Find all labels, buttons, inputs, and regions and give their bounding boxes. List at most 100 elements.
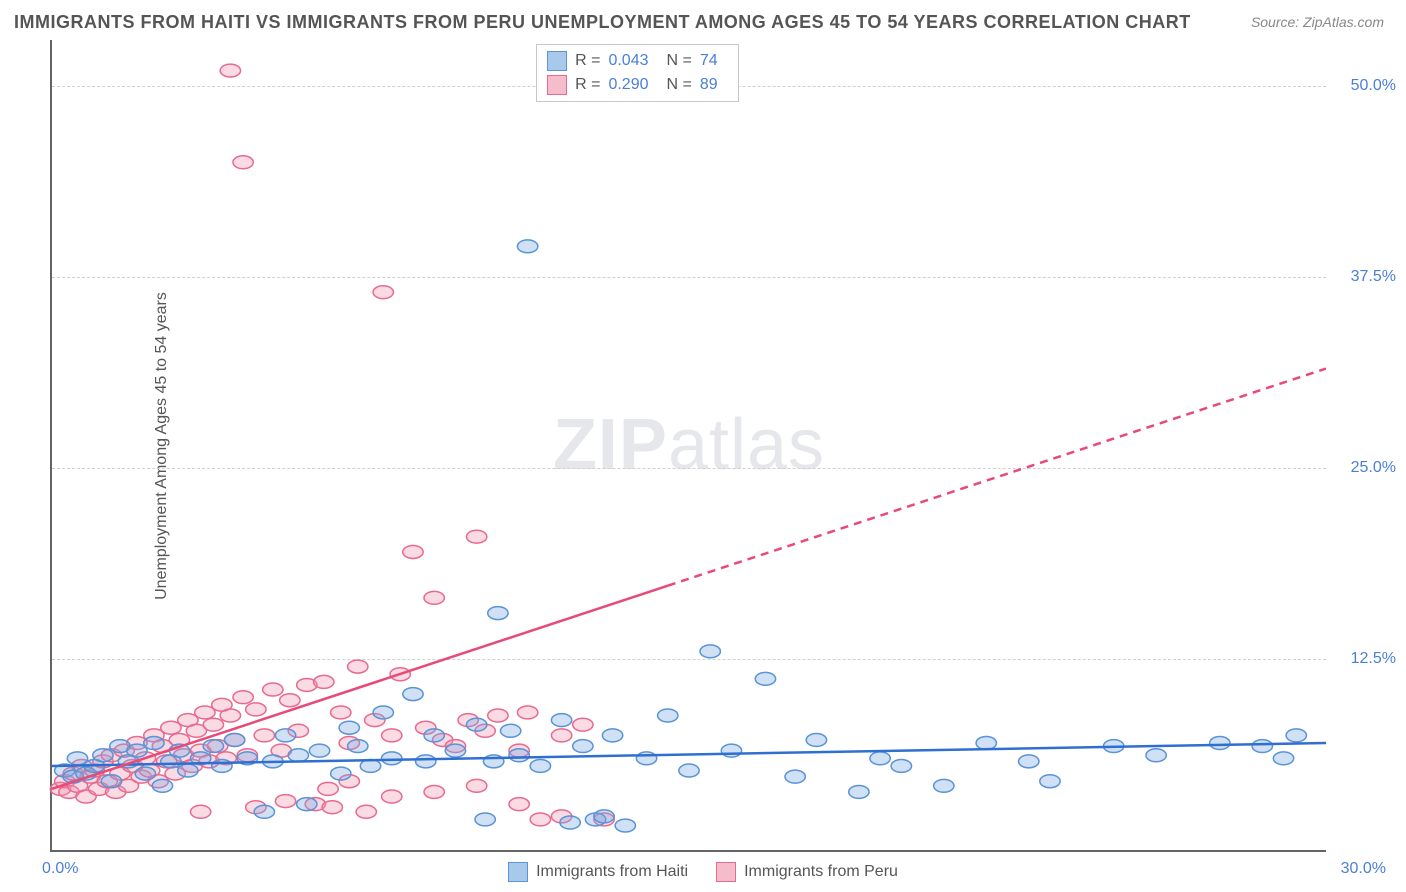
y-tick-label: 37.5% <box>1351 268 1396 286</box>
scatter-point <box>220 64 240 77</box>
scatter-point <box>382 729 402 742</box>
scatter-point <box>190 805 210 818</box>
scatter-point <box>314 675 334 688</box>
scatter-point <box>254 805 274 818</box>
scatter-point <box>615 819 635 832</box>
scatter-point <box>246 703 266 716</box>
scatter-plot <box>52 40 1326 850</box>
scatter-point <box>416 755 436 768</box>
scatter-point <box>233 156 253 169</box>
y-tick-label: 12.5% <box>1351 650 1396 668</box>
scatter-point <box>373 286 393 299</box>
scatter-point <box>297 798 317 811</box>
scatter-point <box>309 744 329 757</box>
scatter-point <box>602 729 622 742</box>
scatter-point <box>551 714 571 727</box>
scatter-point <box>530 813 550 826</box>
scatter-point <box>530 759 550 772</box>
scatter-point <box>424 591 444 604</box>
scatter-point <box>424 785 444 798</box>
scatter-point <box>934 779 954 792</box>
scatter-point <box>976 737 996 750</box>
scatter-point <box>1210 737 1230 750</box>
scatter-point <box>891 759 911 772</box>
scatter-point <box>488 607 508 620</box>
scatter-point <box>339 721 359 734</box>
scatter-point <box>220 709 240 722</box>
scatter-point <box>101 775 121 788</box>
stats-legend-box: R = 0.043 N = 74 R = 0.290 N = 89 <box>536 44 739 102</box>
scatter-point <box>178 764 198 777</box>
scatter-point <box>331 767 351 780</box>
scatter-point <box>233 691 253 704</box>
swatch-peru <box>547 75 567 95</box>
scatter-point <box>224 733 244 746</box>
bottom-legend: Immigrants from Haiti Immigrants from Pe… <box>0 862 1406 882</box>
scatter-point <box>658 709 678 722</box>
scatter-point <box>466 530 486 543</box>
scatter-point <box>551 729 571 742</box>
scatter-point <box>500 724 520 737</box>
stats-row-peru: R = 0.290 N = 89 <box>547 73 728 97</box>
scatter-point <box>573 740 593 753</box>
scatter-point <box>288 749 308 762</box>
scatter-point <box>331 706 351 719</box>
scatter-point <box>348 740 368 753</box>
scatter-point <box>348 660 368 673</box>
scatter-point <box>475 813 495 826</box>
stats-row-haiti: R = 0.043 N = 74 <box>547 49 728 73</box>
legend-item-peru: Immigrants from Peru <box>716 862 898 882</box>
scatter-point <box>466 779 486 792</box>
scatter-point <box>254 729 274 742</box>
scatter-point <box>152 779 172 792</box>
scatter-point <box>356 805 376 818</box>
scatter-point <box>1040 775 1060 788</box>
scatter-point <box>721 744 741 757</box>
scatter-point <box>144 737 164 750</box>
y-tick-label: 50.0% <box>1351 77 1396 95</box>
scatter-point <box>382 752 402 765</box>
scatter-point <box>636 752 656 765</box>
scatter-point <box>517 706 537 719</box>
y-tick-label: 25.0% <box>1351 459 1396 477</box>
scatter-point <box>322 801 342 814</box>
trend-line-solid <box>52 586 668 789</box>
scatter-point <box>424 729 444 742</box>
scatter-point <box>509 749 529 762</box>
scatter-point <box>275 795 295 808</box>
source-attribution: Source: ZipAtlas.com <box>1251 14 1384 30</box>
chart-title: IMMIGRANTS FROM HAITI VS IMMIGRANTS FROM… <box>14 12 1191 33</box>
swatch-haiti <box>547 51 567 71</box>
scatter-point <box>594 810 614 823</box>
scatter-point <box>135 767 155 780</box>
scatter-point <box>870 752 890 765</box>
scatter-point <box>679 764 699 777</box>
plot-area: ZIPatlas R = 0.043 N = 74 R = 0.290 N = … <box>50 40 1326 852</box>
scatter-point <box>403 688 423 701</box>
scatter-point <box>1273 752 1293 765</box>
scatter-point <box>509 798 529 811</box>
scatter-point <box>785 770 805 783</box>
scatter-point <box>488 709 508 722</box>
scatter-point <box>403 546 423 559</box>
scatter-point <box>263 683 283 696</box>
scatter-point <box>806 733 826 746</box>
scatter-point <box>93 749 113 762</box>
scatter-point <box>573 718 593 731</box>
scatter-point <box>1286 729 1306 742</box>
scatter-point <box>466 718 486 731</box>
scatter-point <box>382 790 402 803</box>
scatter-point <box>700 645 720 658</box>
scatter-point <box>755 672 775 685</box>
scatter-point <box>849 785 869 798</box>
scatter-point <box>517 240 537 253</box>
scatter-point <box>280 694 300 707</box>
legend-item-haiti: Immigrants from Haiti <box>508 862 688 882</box>
swatch-haiti-icon <box>508 862 528 882</box>
scatter-point <box>373 706 393 719</box>
swatch-peru-icon <box>716 862 736 882</box>
scatter-point <box>318 782 338 795</box>
scatter-point <box>445 744 465 757</box>
scatter-point <box>212 759 232 772</box>
scatter-point <box>1019 755 1039 768</box>
